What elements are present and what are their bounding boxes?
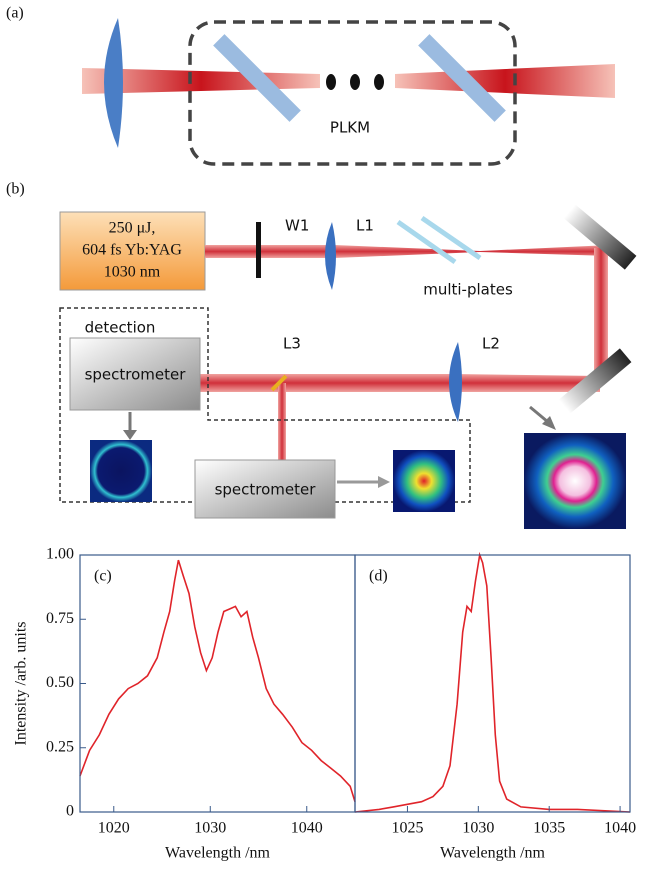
panel-label: (b) (6, 181, 25, 198)
y-tick-label: 1.00 (46, 546, 74, 563)
source-text: 250 μJ, (109, 220, 156, 237)
y-tick-label: 0.25 (46, 738, 74, 755)
lens (104, 18, 123, 148)
x-tick-label: 1040 (604, 820, 636, 837)
lens (325, 222, 336, 290)
plate (398, 222, 455, 262)
spectrum-line (80, 560, 355, 802)
source-text: 604 fs Yb:YAG (82, 242, 182, 259)
arrow (378, 476, 390, 488)
l3-label: L3 (283, 335, 301, 353)
panel-label: (a) (6, 5, 24, 22)
y-tick-label: 0.50 (46, 674, 74, 691)
y-tick-label: 0.75 (46, 610, 74, 627)
box-label: PLKM (330, 119, 370, 137)
spectrometer-label: spectrometer (215, 481, 317, 499)
spectrometer-label: spectrometer (85, 366, 187, 384)
l1-label: L1 (356, 217, 374, 235)
y-axis-label: Intensity /arb. units (13, 622, 30, 746)
lens (449, 342, 462, 422)
l2-label: L2 (482, 335, 500, 353)
beam-profile (524, 433, 626, 529)
spectrum-line (355, 555, 630, 812)
beam-profile (90, 440, 152, 502)
dot (350, 74, 360, 90)
arrow (123, 430, 137, 440)
x-tick-label: 1030 (462, 820, 494, 837)
beam (594, 248, 608, 372)
x-axis-label: Wavelength /nm (165, 845, 270, 862)
panel-label: (d) (369, 568, 388, 585)
source-text: 1030 nm (104, 264, 161, 281)
arrow (530, 407, 548, 422)
y-tick-label: 0 (66, 803, 74, 820)
beam (395, 64, 615, 98)
page: (a) PLKM (b) 250 μJ, 604 fs Yb:YAG 1030 … (0, 0, 666, 870)
plates-label: multi-plates (423, 281, 513, 299)
w1-label: W1 (285, 217, 309, 235)
panel-label: (c) (94, 568, 112, 585)
x-tick-label: 1035 (533, 820, 565, 837)
x-tick-label: 1030 (194, 820, 226, 837)
window (256, 222, 261, 278)
x-tick-label: 1040 (291, 820, 323, 837)
dot (326, 74, 336, 90)
beam (200, 374, 600, 392)
figure: (a) PLKM (b) 250 μJ, 604 fs Yb:YAG 1030 … (0, 0, 666, 870)
plot-frame (80, 555, 355, 812)
dot (374, 74, 384, 90)
x-tick-label: 1020 (98, 820, 130, 837)
beam-profile (393, 450, 455, 512)
detection-label: detection (85, 319, 156, 337)
x-axis-label: Wavelength /nm (440, 845, 545, 862)
beam (278, 383, 286, 463)
x-tick-label: 1025 (391, 820, 423, 837)
beam (205, 245, 610, 258)
